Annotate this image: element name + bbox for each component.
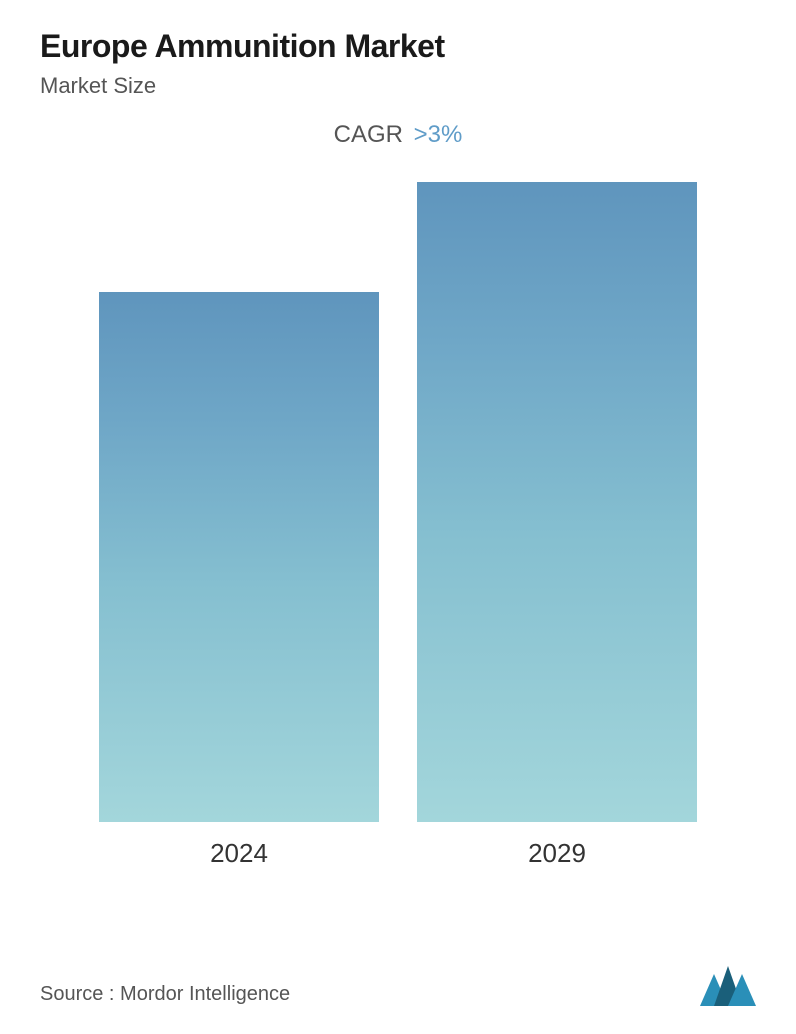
cagr-row: CAGR >3%: [40, 121, 756, 149]
page-subtitle: Market Size: [40, 73, 756, 99]
cagr-value: >3%: [414, 121, 463, 148]
bar-1: [417, 182, 697, 822]
bar-label-1: 2029: [528, 838, 586, 869]
bar-label-0: 2024: [210, 838, 268, 869]
source-text: Source : Mordor Intelligence: [40, 983, 290, 1006]
cagr-label: CAGR: [334, 121, 403, 148]
bars-container: 2024 2029: [40, 229, 756, 869]
bar-0: [99, 292, 379, 822]
footer: Source : Mordor Intelligence: [40, 966, 756, 1006]
page-title: Europe Ammunition Market: [40, 28, 756, 65]
bar-group-1: 2029: [417, 182, 697, 869]
bar-chart: 2024 2029: [40, 199, 756, 919]
infographic-page: Europe Ammunition Market Market Size CAG…: [0, 0, 796, 1034]
mordor-logo-icon: [700, 966, 756, 1006]
bar-group-0: 2024: [99, 292, 379, 869]
